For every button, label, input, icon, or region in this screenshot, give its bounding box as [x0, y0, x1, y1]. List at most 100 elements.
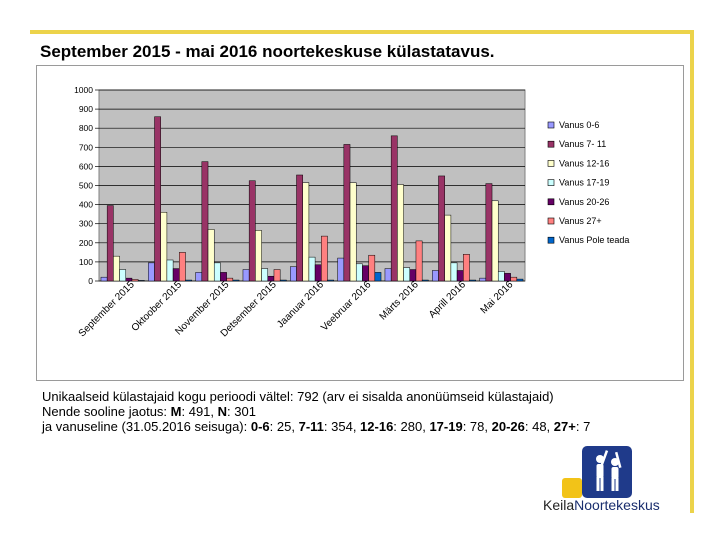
gender-m-value: : 491,: [181, 404, 218, 419]
bar: [242, 269, 250, 282]
summary-text: Unikaalseid külastajaid kogu perioodi vä…: [42, 389, 590, 434]
bar: [302, 182, 310, 282]
age-group-label: 17-19: [429, 419, 463, 434]
age-group-label: 20-26: [491, 419, 525, 434]
summary-line-age: ja vanuseline (31.05.2016 seisuga): 0-6:…: [42, 419, 590, 434]
bar: [403, 267, 411, 282]
bar: [343, 144, 351, 282]
legend-label: Vanus 0-6: [559, 120, 599, 130]
y-tick-label: 900: [79, 104, 93, 114]
legend-label: Vanus 20-26: [559, 197, 609, 207]
bar: [308, 256, 316, 282]
bar: [160, 211, 168, 282]
legend-label: Vanus Pole teada: [559, 235, 629, 245]
bar: [213, 262, 221, 282]
gender-m-label: M: [170, 404, 182, 419]
bar: [131, 279, 139, 282]
bar: [290, 266, 297, 282]
logo-yellow-square: [562, 478, 582, 498]
age-prefix: ja vanuseline (31.05.2016 seisuga):: [42, 419, 251, 434]
y-tick-label: 800: [79, 123, 93, 133]
x-category-label: September 2015: [77, 279, 137, 339]
bar: [148, 262, 155, 282]
age-group-label: 12-16: [360, 419, 394, 434]
summary-line-gender: Nende sooline jaotus: M: 491, N: 301: [42, 404, 590, 419]
bar: [497, 271, 505, 282]
bar: [349, 182, 357, 282]
legend-label: Vanus 27+: [559, 216, 602, 226]
logo-wordmark: KeilaNoortekeskus: [543, 497, 660, 513]
bar: [226, 277, 234, 282]
bar: [314, 264, 322, 282]
bar: [479, 277, 487, 282]
x-category-label: Veebruar 2016: [319, 279, 373, 333]
legend-swatch: [547, 140, 555, 148]
y-tick-label: 700: [79, 142, 93, 152]
bar: [195, 272, 203, 282]
bar: [355, 263, 363, 282]
bar: [321, 235, 328, 282]
legend-label: Vanus 17-19: [559, 178, 609, 188]
legend-swatch: [547, 217, 555, 225]
legend-label: Vanus 12-16: [559, 158, 609, 168]
bar: [201, 161, 209, 282]
age-group-label: 7-11: [298, 419, 324, 434]
bar: [100, 276, 108, 282]
bar: [166, 259, 174, 282]
bar: [172, 268, 180, 282]
x-category-label: Aprill 2016: [427, 279, 468, 320]
gender-n-label: N: [217, 404, 228, 419]
logo-blue-square: [582, 446, 632, 498]
age-group-value: : 25,: [269, 419, 299, 434]
bar: [232, 279, 240, 282]
bar: [185, 279, 192, 282]
bar: [255, 230, 262, 282]
legend-swatch: [547, 236, 555, 244]
bar: [450, 262, 458, 282]
bar: [510, 276, 518, 282]
bar: [516, 278, 524, 282]
legend-swatch: [547, 160, 555, 167]
bar: [463, 254, 470, 282]
y-tick-label: 600: [79, 161, 93, 171]
y-tick-label: 200: [79, 238, 93, 248]
bar: [397, 184, 404, 282]
x-category-label: Mai 2016: [479, 279, 516, 316]
bar: [444, 214, 452, 282]
age-group-value: : 7: [575, 419, 591, 434]
bar: [248, 180, 256, 282]
legend-swatch: [547, 121, 555, 129]
legend-swatch: [547, 179, 555, 186]
bar: [273, 269, 281, 282]
y-tick-label: 0: [88, 276, 93, 286]
bar: [432, 270, 439, 282]
age-group-value: : 354,: [323, 419, 361, 434]
age-group-value: : 280,: [393, 419, 430, 434]
y-tick-label: 1000: [74, 85, 93, 95]
y-tick-label: 500: [79, 181, 93, 191]
frame-top-border: [30, 30, 693, 34]
chart-area: 0 100 200 300 400 500 600 700 800 900 1000 Septembe…: [36, 65, 684, 381]
bar: [296, 174, 303, 282]
bar: [220, 272, 227, 282]
bar: [207, 229, 215, 282]
y-tick-label: 400: [79, 200, 93, 210]
bar: [279, 279, 287, 282]
y-tick-label: 300: [79, 219, 93, 229]
bar: [421, 279, 429, 282]
logo-figures-icon: [596, 450, 622, 491]
logo-word-noortekeskus: Noortekeskus: [574, 497, 660, 513]
age-group-label: 27+: [553, 419, 576, 434]
bar: [368, 254, 376, 282]
frame-right-border: [690, 30, 694, 513]
gender-prefix: Nende sooline jaotus:: [42, 404, 171, 419]
bar: [415, 240, 423, 282]
logo-word-keila: Keila: [543, 497, 575, 513]
bar-chart: 0 100 200 300 400 500 600 700 800 900 1000 Septembe…: [74, 85, 629, 339]
bar: [106, 205, 114, 282]
age-group-value: : 78,: [462, 419, 492, 434]
x-category-label: Märts 2016: [378, 279, 421, 322]
bar: [362, 265, 369, 282]
bar: [438, 175, 445, 282]
bar: [137, 280, 145, 282]
